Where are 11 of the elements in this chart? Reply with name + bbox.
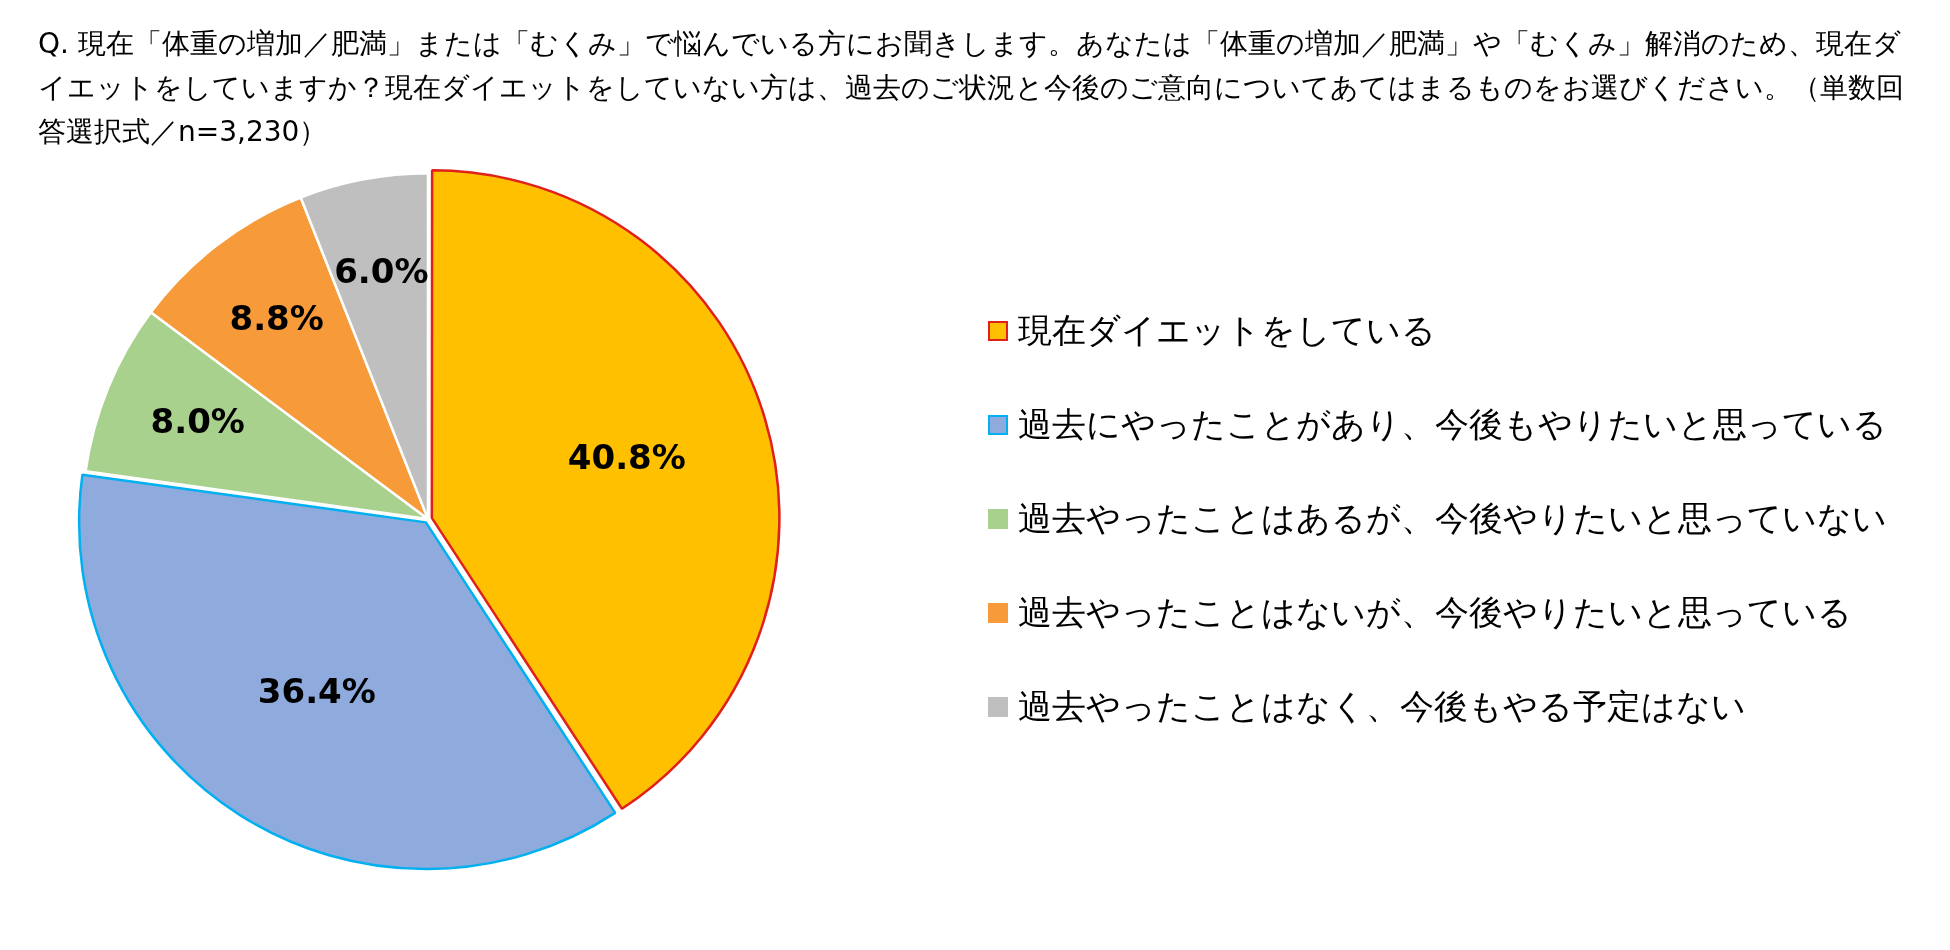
legend-label: 過去にやったことがあり、今後もやりたいと思っている: [1018, 403, 1887, 446]
legend-label: 過去やったことはないが、今後やりたいと思っている: [1018, 591, 1852, 634]
legend-label: 現在ダイエットをしている: [1018, 309, 1436, 352]
legend-label: 過去やったことはなく、今後もやる予定はない: [1018, 685, 1746, 728]
data-label: 8.0%: [150, 401, 245, 442]
data-label: 8.8%: [229, 298, 324, 339]
legend-label: 過去やったことはあるが、今後やりたいと思っていない: [1018, 497, 1887, 540]
data-label: 40.8%: [567, 436, 686, 477]
chart-title: Q. 現在「体重の増加／肥満」または「むくみ」で悩んでいる方にお聞きします。あなたは「体重の増加／肥満」や「むくみ」解消のため、現在ダイエットをしていますか？現在ダイエットをしていない方は、過去のご状況と今後のご意向についてあてはまるものをお選びください。（単数回答選択式／n=3,230）: [37, 26, 1905, 150]
data-label: 36.4%: [257, 670, 376, 711]
data-label: 6.0%: [334, 251, 429, 292]
